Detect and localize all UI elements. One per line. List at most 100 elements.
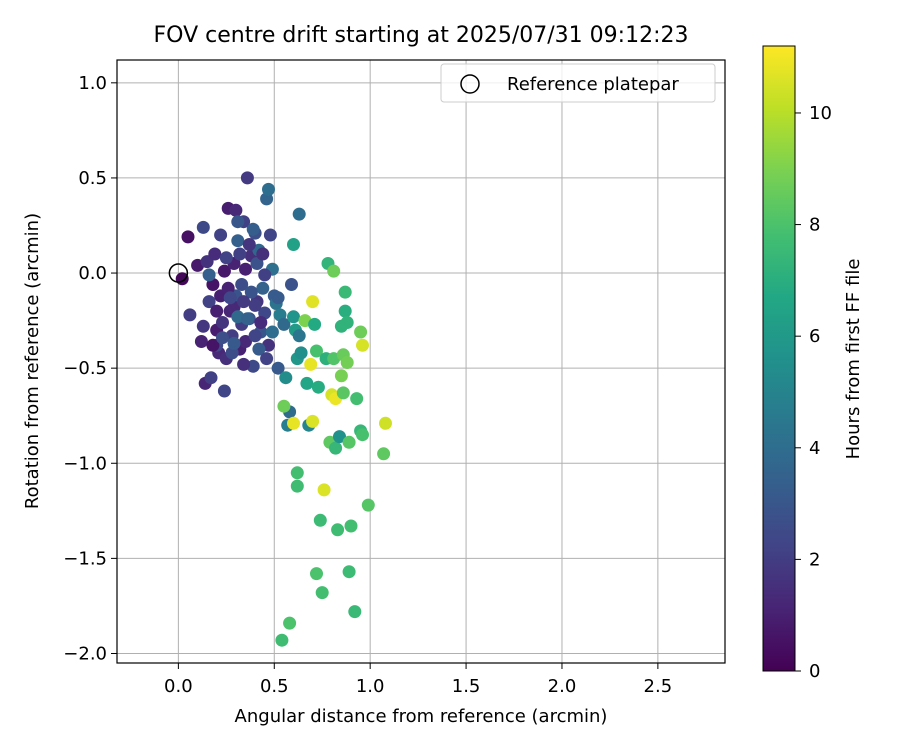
scatter-point [292, 207, 306, 221]
scatter-point [285, 278, 298, 291]
scatter-point [377, 447, 391, 461]
x-tick-label: 1.0 [356, 676, 385, 697]
scatter-point [214, 228, 228, 242]
scatter-point [227, 336, 241, 350]
scatter-point [290, 466, 304, 480]
scatter-point [331, 523, 345, 537]
scatter-point [287, 310, 300, 324]
scatter-point [304, 357, 318, 371]
scatter-point [287, 238, 300, 251]
scatter-point [258, 268, 272, 282]
scatter-point [216, 316, 229, 329]
scatter-point [279, 371, 293, 385]
scatter-point [208, 247, 222, 261]
scatter-point [252, 342, 266, 356]
scatter-point [306, 414, 320, 428]
scatter-point [271, 291, 285, 305]
scatter-point [340, 356, 354, 369]
scatter-point [248, 298, 262, 312]
scatter-point [287, 416, 300, 430]
scatter-point [306, 295, 320, 309]
scatter-point [231, 234, 245, 248]
scatter-point [244, 285, 258, 299]
scatter-point [202, 295, 216, 309]
scatter-point [338, 285, 352, 299]
colorbar-tick-label: 2 [809, 549, 820, 570]
scatter-point [277, 399, 291, 413]
y-tick-label: 0.5 [78, 168, 107, 189]
colorbar-tick-label: 8 [809, 215, 820, 236]
scatter-point [265, 325, 279, 339]
scatter-point [196, 319, 210, 333]
chart-title: FOV centre drift starting at 2025/07/31 … [154, 23, 689, 48]
scatter-point [262, 182, 275, 196]
scatter-point [310, 567, 323, 581]
scatter-point [311, 380, 325, 394]
scatter-point [342, 565, 356, 579]
reference-platepar-marker [168, 263, 189, 283]
scatter-point [283, 616, 297, 630]
y-axis-label: Rotation from reference (arcmin) [22, 213, 43, 509]
scatter-point [256, 281, 270, 295]
scatter-point [260, 352, 274, 366]
scatter-point [246, 222, 260, 236]
scatter-point [361, 498, 375, 512]
scatter-point [300, 376, 314, 390]
scatter-point [256, 247, 270, 261]
scatter-point [194, 335, 208, 348]
scatter-point [294, 346, 308, 360]
scatter-point [202, 268, 216, 282]
scatter-point [217, 264, 231, 278]
scatter-point [219, 251, 233, 265]
plot-frame [116, 59, 726, 664]
scatter-point [217, 384, 231, 398]
scatter-point [310, 344, 323, 358]
scatter-point [334, 369, 348, 383]
x-tick-label: 1.5 [452, 676, 481, 697]
scatter-point [315, 586, 329, 600]
colorbar-tick-label: 0 [809, 661, 820, 682]
scatter-point [275, 633, 289, 647]
scatter-point [271, 361, 285, 375]
y-tick-label: −1.5 [63, 548, 107, 569]
scatter-point [350, 392, 364, 406]
plot-area [117, 60, 725, 663]
scatter-point [240, 171, 254, 185]
x-tick-label: 0.0 [164, 676, 193, 697]
scatter-point [342, 435, 356, 449]
scatter-point [206, 338, 220, 352]
scatter-points [175, 171, 392, 647]
scatter-point [210, 304, 224, 318]
scatter-point [231, 215, 245, 229]
x-axis-ticks: 0.0 0.5 1.0 1.5 2.0 2.5 [164, 663, 672, 697]
scatter-point [277, 317, 291, 331]
x-tick-label: 2.0 [548, 676, 577, 697]
scatter-point [239, 335, 252, 348]
scatter-point [263, 228, 277, 242]
scatter-point [240, 312, 254, 326]
scatter-point [204, 371, 218, 385]
legend-box [440, 63, 716, 103]
scatter-point [242, 238, 256, 251]
x-axis-label: Angular distance from reference (arcmin) [235, 706, 608, 727]
scatter-point [229, 203, 243, 217]
scatter-point [183, 308, 197, 322]
scatter-point [216, 331, 229, 345]
colorbar-label: Hours from first FF file [843, 259, 864, 460]
colorbar-tick-label: 6 [809, 326, 820, 347]
scatter-point [354, 325, 368, 339]
scatter-point [356, 338, 369, 352]
scatter-point [348, 605, 362, 619]
legend: Reference platepar [440, 63, 716, 103]
scatter-point [344, 519, 358, 533]
scatter-point [327, 264, 341, 278]
y-tick-label: 0.0 [78, 263, 107, 284]
colorbar-tick-label: 10 [809, 103, 832, 124]
scatter-point [196, 220, 210, 234]
scatter-point [237, 295, 251, 309]
scatter-point [317, 483, 331, 497]
scatter-point [223, 291, 237, 305]
scatter-point [181, 230, 195, 244]
scatter-point [248, 329, 262, 343]
